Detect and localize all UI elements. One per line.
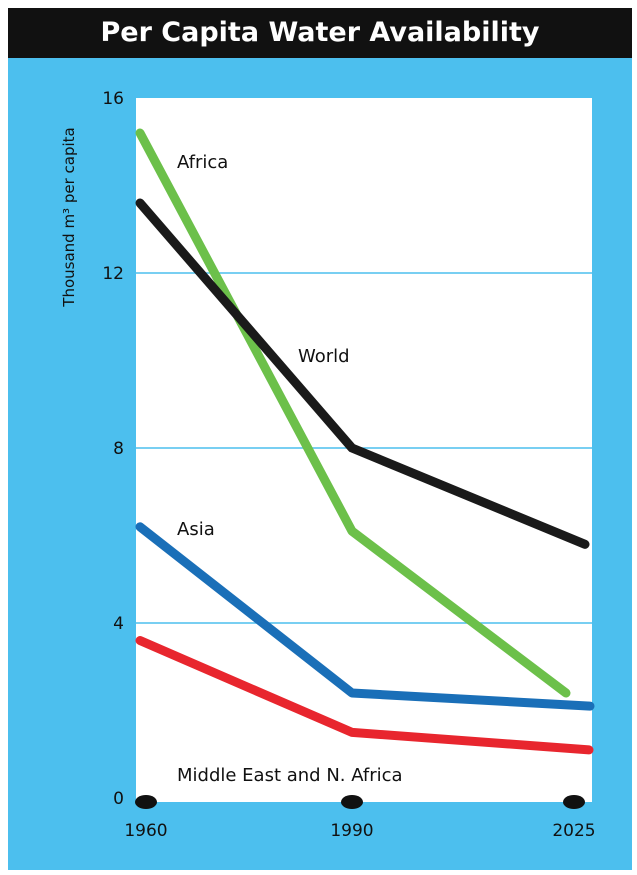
series-label: World [298, 346, 350, 367]
series-label: Asia [177, 519, 215, 540]
y-tick-label: 4 [113, 614, 124, 634]
x-tick-label: 1990 [330, 821, 373, 841]
series-label: Africa [177, 152, 228, 173]
series-line-middle-east-and-n-africa [135, 636, 594, 755]
y-tick-label: 0 [113, 789, 124, 809]
x-tick-marker [341, 795, 363, 809]
y-tick-labels: 0 4 8 12 16 [102, 89, 124, 809]
series-label: Middle East and N. Africa [177, 765, 403, 786]
series-lines [135, 128, 595, 755]
x-tick-label: 2025 [552, 821, 595, 841]
series-line-world [135, 198, 590, 549]
y-tick-label: 16 [102, 89, 124, 109]
x-tick-marker [135, 795, 157, 809]
y-axis-label: Thousand m³ per capita [60, 127, 78, 307]
x-tick-marker [563, 795, 585, 809]
chart-title: Per Capita Water Availability [100, 17, 540, 48]
y-tick-label: 8 [113, 439, 124, 459]
series-line-asia [135, 522, 595, 711]
series-labels: Africa World Asia Middle East and N. Africa [177, 152, 403, 786]
title-bar: Per Capita Water Availability [8, 8, 632, 58]
x-tick-label: 1960 [124, 821, 167, 841]
y-tick-label: 12 [102, 264, 124, 284]
series-line-africa [135, 128, 571, 698]
x-tick-labels: 1960 1990 2025 [124, 795, 596, 841]
